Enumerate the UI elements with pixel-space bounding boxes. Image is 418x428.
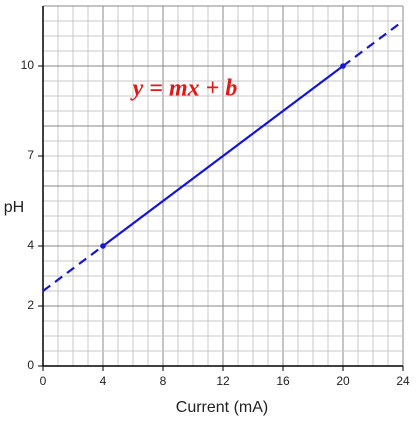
y-tick-label: 10 bbox=[21, 58, 35, 72]
extrapolated-line bbox=[342, 20, 404, 67]
y-axis-label: pH bbox=[4, 199, 24, 216]
data-point bbox=[340, 63, 346, 69]
x-tick-label: 12 bbox=[216, 374, 230, 388]
x-tick-label: 20 bbox=[336, 374, 350, 388]
fit-line bbox=[102, 65, 344, 247]
annotation: y = mx + b bbox=[130, 76, 238, 102]
data-point bbox=[100, 243, 106, 249]
x-axis-label: Current (mA) bbox=[176, 399, 268, 416]
y-tick-label: 7 bbox=[27, 148, 34, 162]
x-tick-label: 4 bbox=[100, 374, 107, 388]
y-tick-label: 0 bbox=[27, 358, 34, 372]
extrapolated-line bbox=[42, 245, 104, 292]
x-tick-label: 24 bbox=[396, 374, 410, 388]
y-tick-label: 2 bbox=[27, 298, 34, 312]
y-tick-label: 4 bbox=[27, 238, 34, 252]
x-tick-label: 0 bbox=[40, 374, 47, 388]
x-tick-label: 8 bbox=[160, 374, 167, 388]
x-tick-label: 16 bbox=[276, 374, 290, 388]
